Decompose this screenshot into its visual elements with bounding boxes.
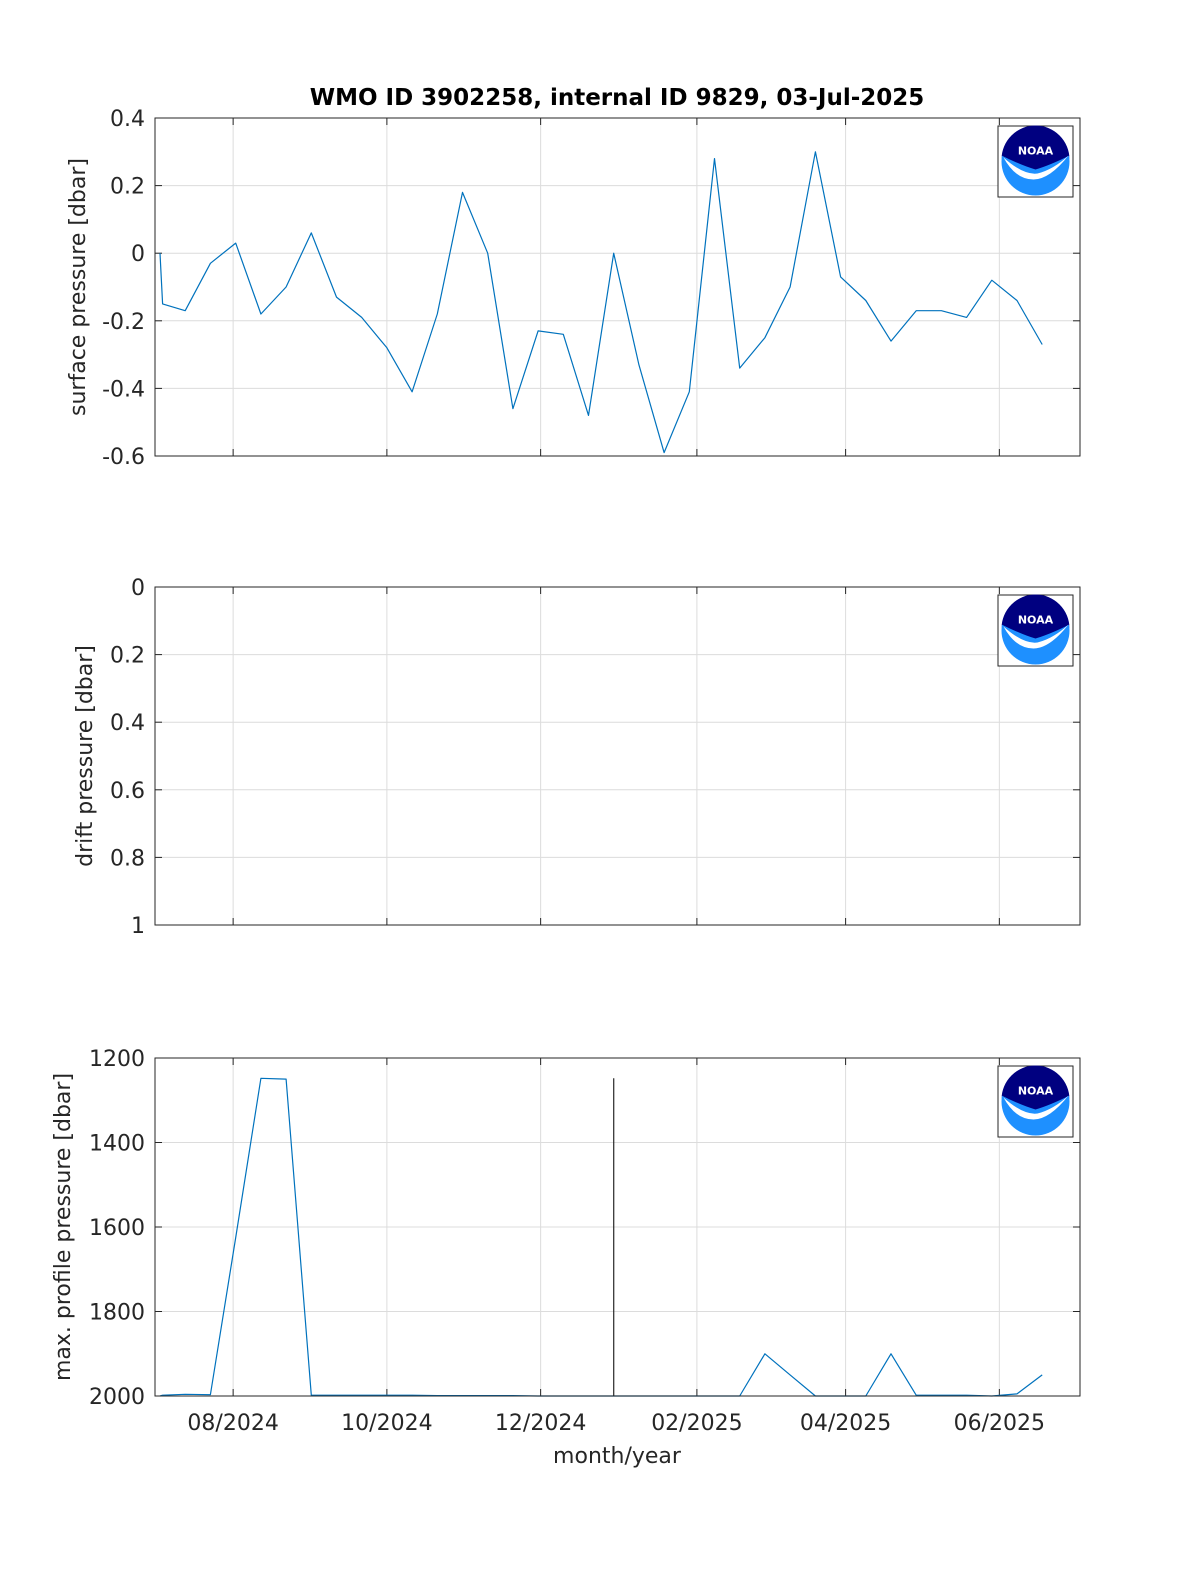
x-tick-label: 06/2025 bbox=[954, 1411, 1045, 1436]
max-profile-pressure-series-line bbox=[159, 1077, 1043, 1397]
max-profile-pressure-series bbox=[159, 1077, 1043, 1397]
max-profile-pressure-ticks: 08/2024 10/2024 12/2024 02/2025 04/2025 06/20… bbox=[89, 1047, 1080, 1436]
surface-pressure-ytick-label: -0.4 bbox=[102, 377, 145, 402]
max-profile-pressure-ylabel: max. profile pressure [dbar] bbox=[51, 1073, 76, 1381]
surface-pressure-ytick-label: 0 bbox=[131, 242, 145, 267]
drift-pressure-ytick-label: 0.8 bbox=[110, 846, 145, 871]
max-profile-pressure-ytick-label: 1600 bbox=[89, 1216, 145, 1241]
noaa-logo-sky bbox=[1001, 1065, 1070, 1110]
max-profile-pressure-panel: 08/2024 10/2024 12/2024 02/2025 04/2025 06/20… bbox=[51, 1047, 1081, 1436]
x-axis-label: month/year bbox=[553, 1444, 682, 1469]
surface-pressure-ylabel: surface pressure [dbar] bbox=[66, 158, 91, 416]
noaa-logo-sky bbox=[1001, 594, 1070, 639]
max-profile-pressure-ytick-label: 1200 bbox=[89, 1047, 145, 1072]
surface-pressure-series bbox=[159, 151, 1043, 454]
surface-pressure-grid bbox=[155, 117, 1080, 457]
surface-pressure-ytick-label: -0.6 bbox=[102, 445, 145, 470]
surface-pressure-ytick-label: 0.4 bbox=[110, 107, 145, 132]
surface-pressure-series-line bbox=[159, 151, 1043, 454]
noaa-logo-sky bbox=[1001, 125, 1070, 170]
drift-pressure-ticks: 0 0.2 0.4 0.6 0.8 1 bbox=[110, 576, 1080, 939]
surface-pressure-panel: 0.4 0.2 0 -0.2 -0.4 -0.6 NOAA surface pressur… bbox=[66, 107, 1081, 470]
x-tick-label: 10/2024 bbox=[341, 1411, 432, 1436]
max-profile-pressure-ytick-label: 1800 bbox=[89, 1301, 145, 1326]
x-tick-label: 08/2024 bbox=[187, 1411, 278, 1436]
max-profile-pressure-ytick-label: 1400 bbox=[89, 1132, 145, 1157]
x-tick-label: 02/2025 bbox=[651, 1411, 742, 1436]
drift-pressure-ytick-label: 0 bbox=[131, 576, 145, 601]
max-profile-pressure-axes-box bbox=[154, 1057, 1081, 1397]
drift-pressure-ytick-label: 0.2 bbox=[110, 644, 145, 669]
drift-pressure-axes-box bbox=[154, 586, 1081, 926]
drift-pressure-panel: 0 0.2 0.4 0.6 0.8 1 NOAA drift pressure [dbar… bbox=[73, 576, 1081, 939]
drift-pressure-grid bbox=[155, 586, 1080, 926]
x-tick-label: 04/2025 bbox=[800, 1411, 891, 1436]
noaa-logo: NOAA bbox=[997, 125, 1074, 198]
noaa-logo-gull bbox=[1003, 155, 1069, 180]
surface-pressure-ytick-label: -0.2 bbox=[102, 310, 145, 335]
surface-pressure-ticks: 0.4 0.2 0 -0.2 -0.4 -0.6 bbox=[102, 107, 1080, 470]
drift-pressure-ytick-label: 0.4 bbox=[110, 711, 145, 736]
max-profile-pressure-grid bbox=[155, 1057, 1080, 1397]
max-profile-pressure-ytick-label: 2000 bbox=[89, 1385, 145, 1410]
noaa-logo-text: NOAA bbox=[1018, 614, 1054, 627]
drift-pressure-ylabel: drift pressure [dbar] bbox=[73, 645, 98, 867]
noaa-logo: NOAA bbox=[997, 1065, 1074, 1138]
noaa-logo-text: NOAA bbox=[1018, 1085, 1054, 1098]
x-tick-label: 12/2024 bbox=[495, 1411, 586, 1436]
figure-title: WMO ID 3902258, internal ID 9829, 03-Jul… bbox=[310, 85, 925, 111]
drift-pressure-ytick-label: 1 bbox=[131, 914, 145, 939]
noaa-logo-text: NOAA bbox=[1018, 145, 1054, 158]
surface-pressure-ytick-label: 0.2 bbox=[110, 175, 145, 200]
noaa-logo-gull bbox=[1003, 624, 1069, 649]
noaa-logo: NOAA bbox=[997, 594, 1074, 667]
drift-pressure-ytick-label: 0.6 bbox=[110, 779, 145, 804]
surface-pressure-axes-box bbox=[154, 117, 1081, 457]
noaa-logo-gull bbox=[1003, 1095, 1069, 1120]
